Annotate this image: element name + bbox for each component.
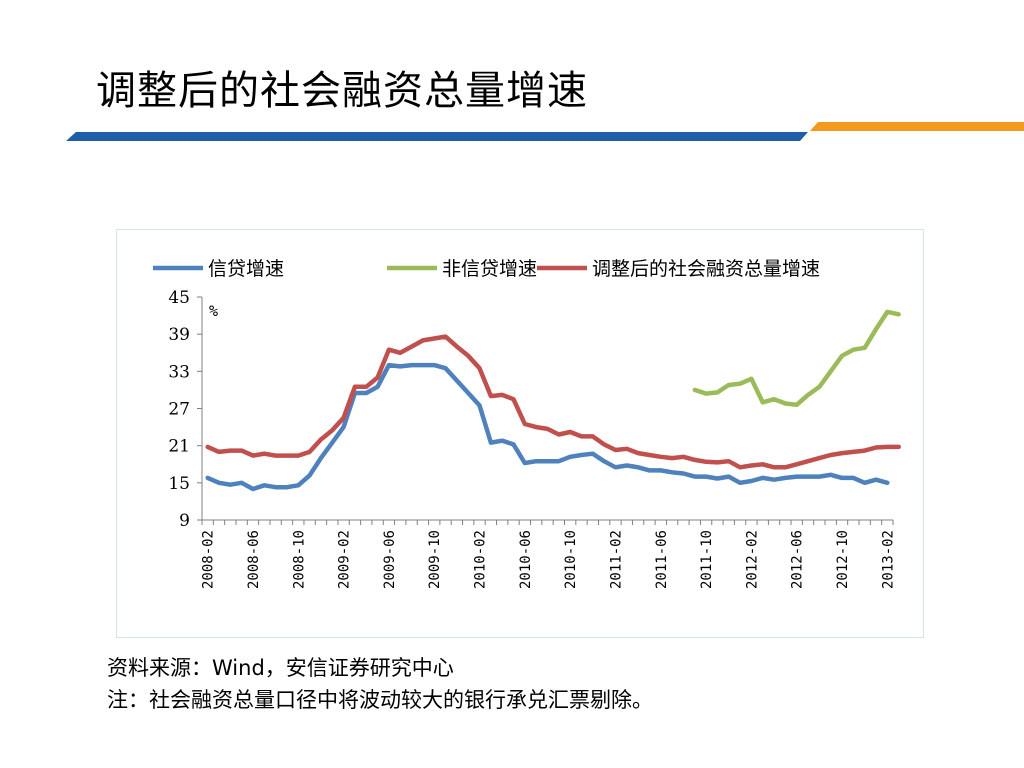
y-tick-label: 27 — [168, 400, 190, 420]
source-note: 资料来源：Wind，安信证券研究中心 — [107, 656, 454, 680]
y-tick-label: 45 — [168, 288, 190, 308]
y-tick-label: 39 — [168, 325, 190, 345]
x-tick-label: 2012-10 — [835, 530, 851, 589]
y-tick-label: 21 — [168, 437, 190, 457]
series-line-0 — [205, 362, 890, 492]
legend-label-2: 调整后的社会融资总量增速 — [592, 258, 820, 280]
y-tick-label: 33 — [168, 362, 190, 382]
x-tick-label: 2011-10 — [699, 530, 715, 589]
legend-label-1: 非信贷增速 — [442, 258, 537, 280]
y-unit-label: % — [209, 302, 218, 320]
series-line-1 — [692, 309, 901, 408]
slide-title: 调整后的社会融资总量增速 — [96, 68, 588, 114]
legend-label-0: 信贷增速 — [208, 258, 284, 280]
y-tick-label: 15 — [168, 474, 190, 494]
x-tick-label: 2009-10 — [427, 530, 443, 589]
x-tick-label: 2009-06 — [382, 530, 398, 589]
y-tick-label: 9 — [179, 511, 190, 531]
x-tick-label: 2011-06 — [654, 530, 670, 589]
x-tick-label: 2008-06 — [246, 530, 262, 589]
series-layer — [205, 309, 901, 492]
header-bar-blue — [66, 132, 808, 141]
header-bar-orange — [810, 122, 1024, 131]
x-tick-label: 2008-02 — [201, 530, 217, 589]
header-accent-bar — [66, 122, 1024, 141]
x-tick-label: 2011-02 — [608, 530, 624, 589]
chart-axes: 9 15 21 27 33 39 45 2008-02 2008-06 2008-10 2009-0… — [168, 288, 896, 589]
x-tick-label: 2009-02 — [337, 530, 353, 589]
x-tick-label: 2010-02 — [473, 530, 489, 589]
x-tick-label: 2012-06 — [790, 530, 806, 589]
x-tick-label: 2008-10 — [291, 530, 307, 589]
series-line-2 — [205, 334, 901, 470]
x-tick-label: 2010-06 — [518, 530, 534, 589]
remark-note: 注：社会融资总量口径中将波动较大的银行承兑汇票剔除。 — [107, 688, 653, 712]
x-tick-label: 2013-02 — [880, 530, 896, 589]
line-chart: 信贷增速 非信贷增速 调整后的社会融资总量增速 9 15 21 27 33 39 45 2008-… — [153, 258, 901, 589]
x-tick-label: 2010-10 — [563, 530, 579, 589]
chart-container: 信贷增速 非信贷增速 调整后的社会融资总量增速 9 15 21 27 33 39 45 2008-… — [116, 229, 924, 638]
legend: 信贷增速 非信贷增速 调整后的社会融资总量增速 — [153, 258, 820, 280]
x-tick-label: 2012-02 — [744, 530, 760, 589]
